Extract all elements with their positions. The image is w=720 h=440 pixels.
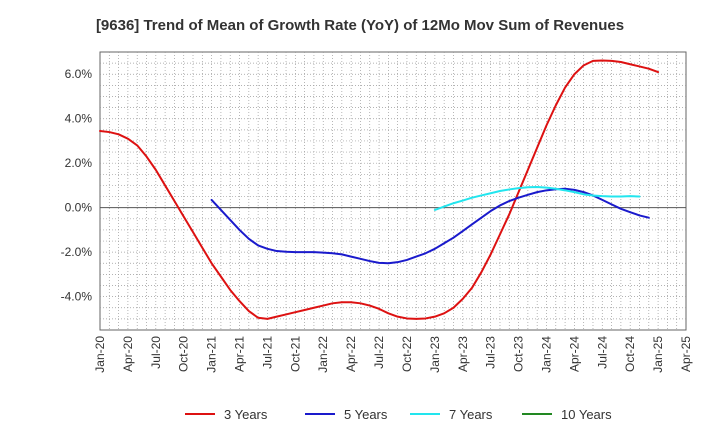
legend: 3 Years 5 Years 7 Years 10 Years — [185, 407, 612, 422]
x-tick-label: Jul-21 — [260, 336, 274, 369]
x-tick-label: Apr-23 — [456, 336, 470, 372]
x-tick-label: Apr-25 — [679, 336, 693, 372]
y-tick-label: 2.0% — [65, 156, 93, 170]
x-tick-label: Jan-23 — [428, 336, 442, 373]
x-tick-label: Jul-20 — [149, 336, 163, 369]
x-tick-label: Apr-21 — [233, 336, 247, 372]
legend-label: 5 Years — [344, 407, 388, 422]
x-tick-label: Jan-20 — [93, 336, 107, 373]
series-line-7-years — [433, 186, 641, 211]
x-tick-label: Apr-24 — [567, 336, 581, 372]
plot-area — [99, 51, 687, 331]
x-tick-label: Apr-22 — [344, 336, 358, 372]
series-layer — [99, 59, 660, 320]
x-tick-label: Jan-21 — [205, 336, 219, 373]
x-tick-label: Oct-23 — [512, 336, 526, 372]
axis-layer: 6.0% 4.0% 2.0% 0.0% -2.0% -4.0% Jan-20 Apr-20 Ju… — [61, 67, 693, 372]
x-tick-label: Jan-25 — [651, 336, 665, 373]
x-tick-label: Oct-20 — [177, 336, 191, 372]
y-tick-label: 0.0% — [65, 201, 93, 215]
x-tick-label: Oct-24 — [623, 336, 637, 372]
legend-label: 10 Years — [561, 407, 612, 422]
x-tick-label: Jan-22 — [316, 336, 330, 373]
series-line-3-years — [99, 59, 660, 320]
legend-label: 3 Years — [224, 407, 268, 422]
x-tick-label: Apr-20 — [121, 336, 135, 372]
x-tick-label: Oct-21 — [288, 336, 302, 372]
y-tick-label: -4.0% — [61, 290, 93, 304]
y-tick-label: -2.0% — [61, 245, 93, 259]
x-tick-label: Jan-24 — [539, 336, 553, 373]
y-tick-label: 6.0% — [65, 67, 93, 81]
y-tick-label: 4.0% — [65, 112, 93, 126]
chart-title: [9636] Trend of Mean of Growth Rate (YoY… — [96, 17, 624, 34]
series-line-5-years — [210, 187, 650, 265]
x-tick-label: Oct-22 — [400, 336, 414, 372]
legend-label: 7 Years — [449, 407, 493, 422]
x-tick-label: Jul-23 — [484, 336, 498, 369]
x-tick-label: Jul-24 — [595, 336, 609, 369]
x-tick-label: Jul-22 — [372, 336, 386, 369]
grid-layer — [99, 51, 687, 331]
